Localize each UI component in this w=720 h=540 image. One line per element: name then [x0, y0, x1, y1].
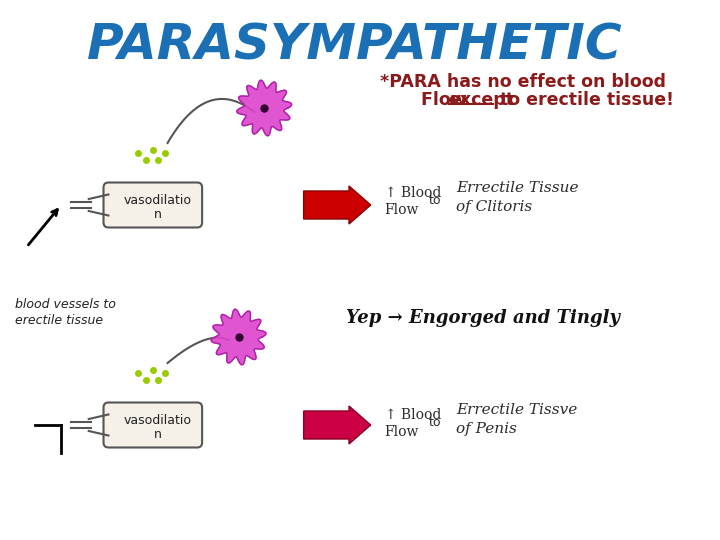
Text: of Clitoris: of Clitoris	[456, 200, 533, 214]
FancyArrow shape	[304, 186, 371, 224]
Text: ↑ Blood: ↑ Blood	[384, 186, 441, 200]
Text: Flow: Flow	[384, 203, 419, 217]
Text: Errectile Tissue: Errectile Tissue	[456, 181, 579, 195]
Text: Flow: Flow	[421, 91, 473, 109]
Text: to: to	[429, 416, 441, 429]
Text: n: n	[154, 429, 162, 442]
FancyArrow shape	[304, 406, 371, 444]
Polygon shape	[211, 309, 266, 364]
Text: erectile tissue: erectile tissue	[15, 314, 103, 327]
Text: PARASYMPATHETIC: PARASYMPATHETIC	[87, 21, 623, 69]
Text: ↑ Blood: ↑ Blood	[384, 408, 441, 422]
Text: Errectile Tissve: Errectile Tissve	[456, 403, 577, 417]
Text: to erectile tissue!: to erectile tissue!	[494, 91, 674, 109]
Text: blood vessels to: blood vessels to	[15, 299, 116, 312]
Text: vasodilatio: vasodilatio	[124, 414, 192, 427]
Polygon shape	[237, 80, 292, 136]
Text: to: to	[429, 194, 441, 207]
Text: n: n	[154, 208, 162, 221]
Text: Yep → Engorged and Tingly: Yep → Engorged and Tingly	[346, 309, 620, 327]
Text: Flow: Flow	[384, 425, 419, 439]
Text: vasodilatio: vasodilatio	[124, 193, 192, 206]
Text: of Penis: of Penis	[456, 422, 518, 436]
FancyBboxPatch shape	[104, 402, 202, 448]
FancyBboxPatch shape	[104, 183, 202, 227]
Text: except: except	[449, 91, 515, 109]
Text: *PARA has no effect on blood: *PARA has no effect on blood	[379, 73, 665, 91]
